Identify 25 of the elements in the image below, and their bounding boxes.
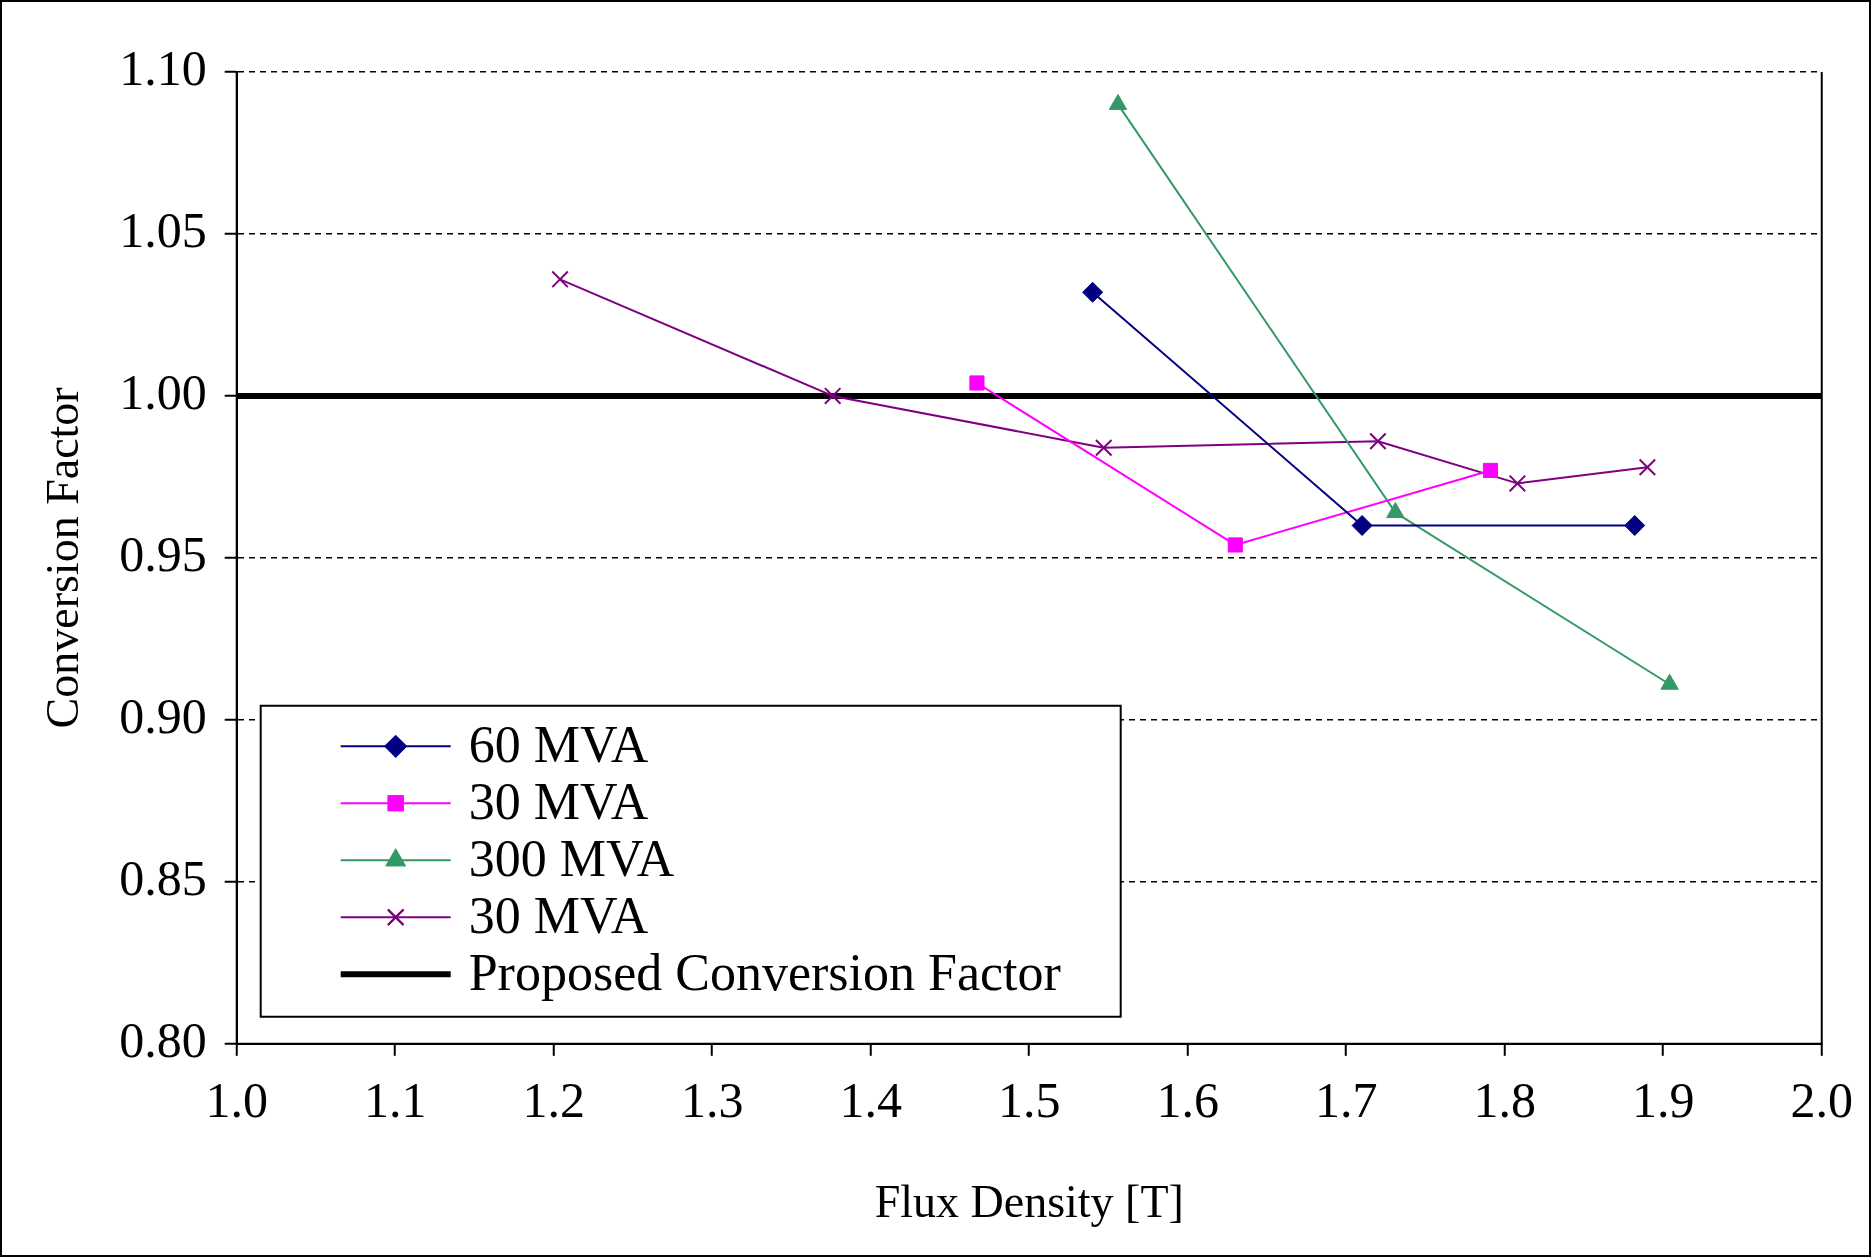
y-tick-label: 0.80: [119, 1011, 207, 1068]
legend-label: 30 MVA: [468, 886, 649, 944]
legend-label: 300 MVA: [468, 829, 675, 887]
x-tick-label: 2.0: [1790, 1071, 1853, 1128]
x-tick-label: 1.6: [1156, 1071, 1219, 1128]
x-tick-label: 1.0: [205, 1071, 268, 1128]
x-axis-title: Flux Density [T]: [874, 1176, 1184, 1228]
legend-label: 30 MVA: [468, 772, 649, 830]
x-tick-label: 1.7: [1314, 1071, 1378, 1128]
x-tick-label: 1.5: [997, 1071, 1061, 1128]
y-tick-label: 1.05: [119, 202, 207, 259]
legend-label: 60 MVA: [468, 715, 649, 773]
x-tick-label: 1.4: [839, 1071, 902, 1128]
y-tick-label: 0.85: [119, 849, 207, 906]
y-tick-label: 1.00: [119, 364, 207, 421]
legend-label: Proposed Conversion Factor: [468, 943, 1061, 1001]
y-tick-label: 1.10: [119, 40, 207, 97]
x-tick-label: 1.2: [522, 1071, 585, 1128]
y-tick-label: 0.95: [119, 526, 207, 583]
y-tick-label: 0.90: [119, 687, 207, 744]
x-tick-label: 1.1: [363, 1071, 427, 1128]
y-axis-title: Conversion Factor: [36, 387, 88, 729]
x-tick-label: 1.3: [680, 1071, 744, 1128]
x-tick-label: 1.9: [1631, 1071, 1695, 1128]
x-tick-label: 1.8: [1473, 1071, 1536, 1128]
